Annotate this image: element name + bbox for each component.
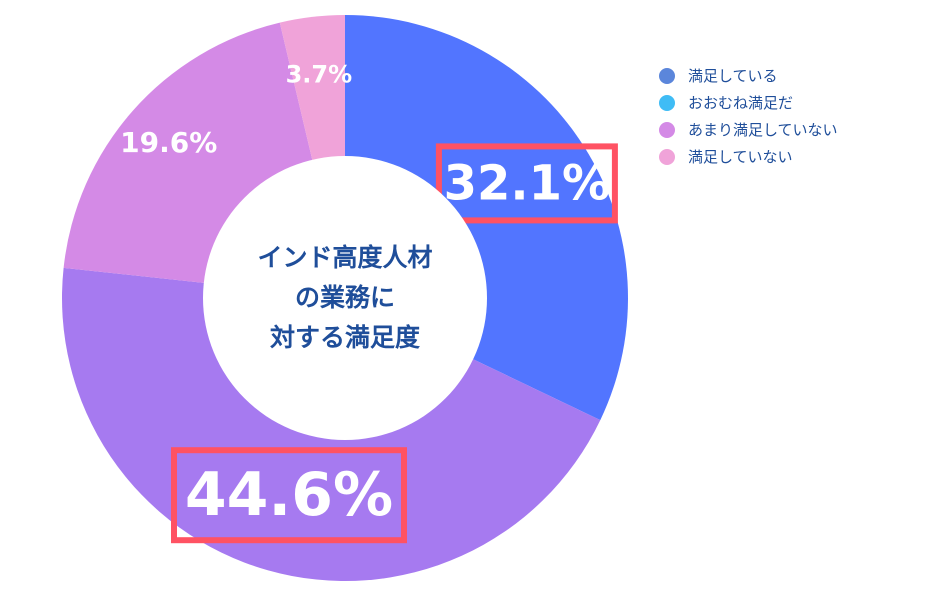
legend-label-2: おおむね満足だ [688, 94, 793, 112]
legend-label-4: 満足していない [688, 148, 793, 166]
legend-swatch-4 [659, 149, 675, 165]
slice-value-label-2: 44.6% [185, 460, 393, 530]
slice-value-label-4: 3.7% [286, 61, 353, 89]
center-title-line-3: 対する満足度 [270, 323, 420, 352]
legend-swatch-2 [659, 95, 675, 111]
legend-swatch-1 [659, 68, 675, 84]
highlight-box-2 [171, 447, 407, 544]
legend-label-1: 満足している [688, 67, 778, 85]
highlight-box-1 [435, 143, 618, 224]
slice-labels: 32.1% 44.6% 19.6% 3.7% [120, 61, 610, 531]
donut-hole [203, 156, 487, 440]
legend-label-3: あまり満足していない [688, 121, 838, 139]
slice-value-label-3: 19.6% [120, 126, 217, 159]
highlight-boxes [171, 143, 618, 544]
center-title-line-2: の業務に [295, 283, 395, 312]
center-title-line-1: インド高度人材 [257, 243, 432, 272]
slice-value-label-1: 32.1% [444, 155, 611, 211]
legend-swatch-3 [659, 122, 675, 138]
